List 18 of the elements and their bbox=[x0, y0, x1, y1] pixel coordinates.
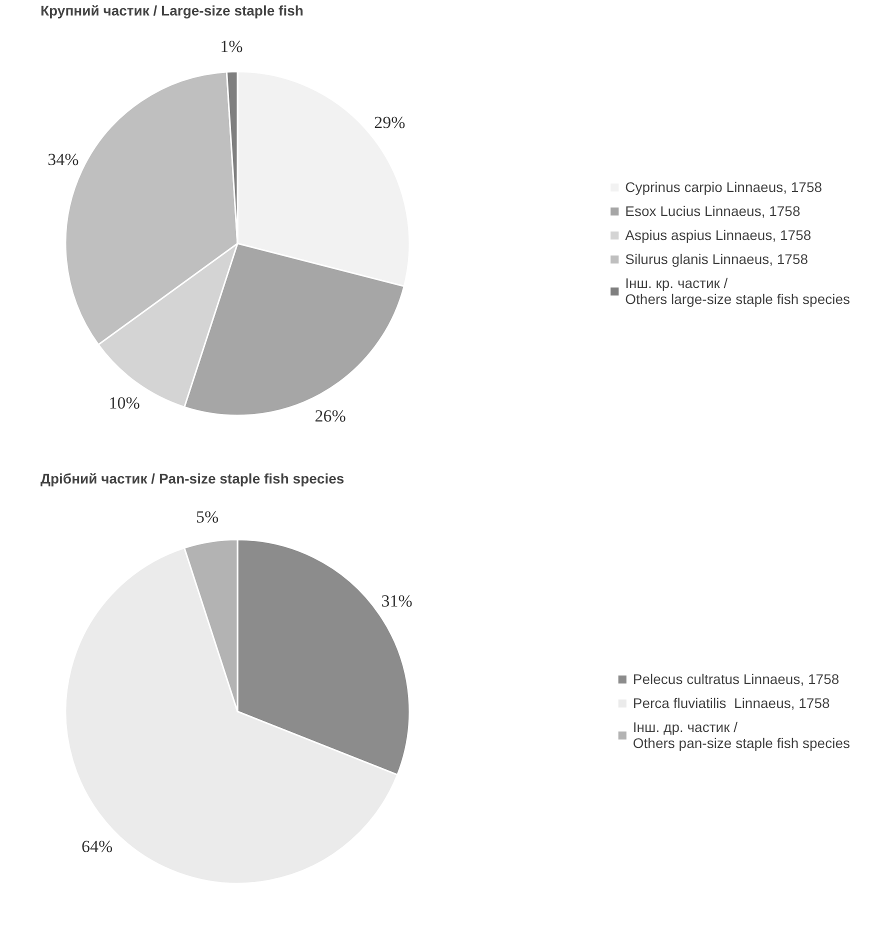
legend-label: Інш. др. частик / Others pan-size staple fish species bbox=[632, 719, 850, 751]
legend-label: Pelecus cultratus Linnaeus, 1758 bbox=[632, 671, 840, 687]
data-label: 64% bbox=[81, 836, 113, 856]
data-label: 29% bbox=[374, 113, 406, 132]
legend-label: Perca fluviatilis Linnaeus, 1758 bbox=[632, 695, 830, 711]
chart-title: Дрібний частик / Pan-size staple fish species bbox=[40, 470, 344, 486]
legend-label: Aspius aspius Linnaeus, 1758 bbox=[625, 227, 812, 243]
legend-label: Esox Lucius Linnaeus, 1758 bbox=[625, 203, 800, 219]
data-label: 1% bbox=[220, 37, 243, 56]
legend-label: Cyprinus carpio Linnaeus, 1758 bbox=[625, 179, 822, 195]
legend-label: Інш. кр. частик / Others large-size staple fish species bbox=[625, 275, 850, 307]
chart-title: Крупний частик / Large-size staple fish bbox=[40, 2, 304, 18]
data-label: 5% bbox=[196, 507, 219, 526]
data-label: 10% bbox=[108, 393, 140, 412]
legend-label: Silurus glanis Linnaeus, 1758 bbox=[625, 251, 808, 267]
data-label: 26% bbox=[314, 406, 346, 426]
data-label: 31% bbox=[381, 591, 412, 610]
data-label: 34% bbox=[48, 150, 79, 170]
